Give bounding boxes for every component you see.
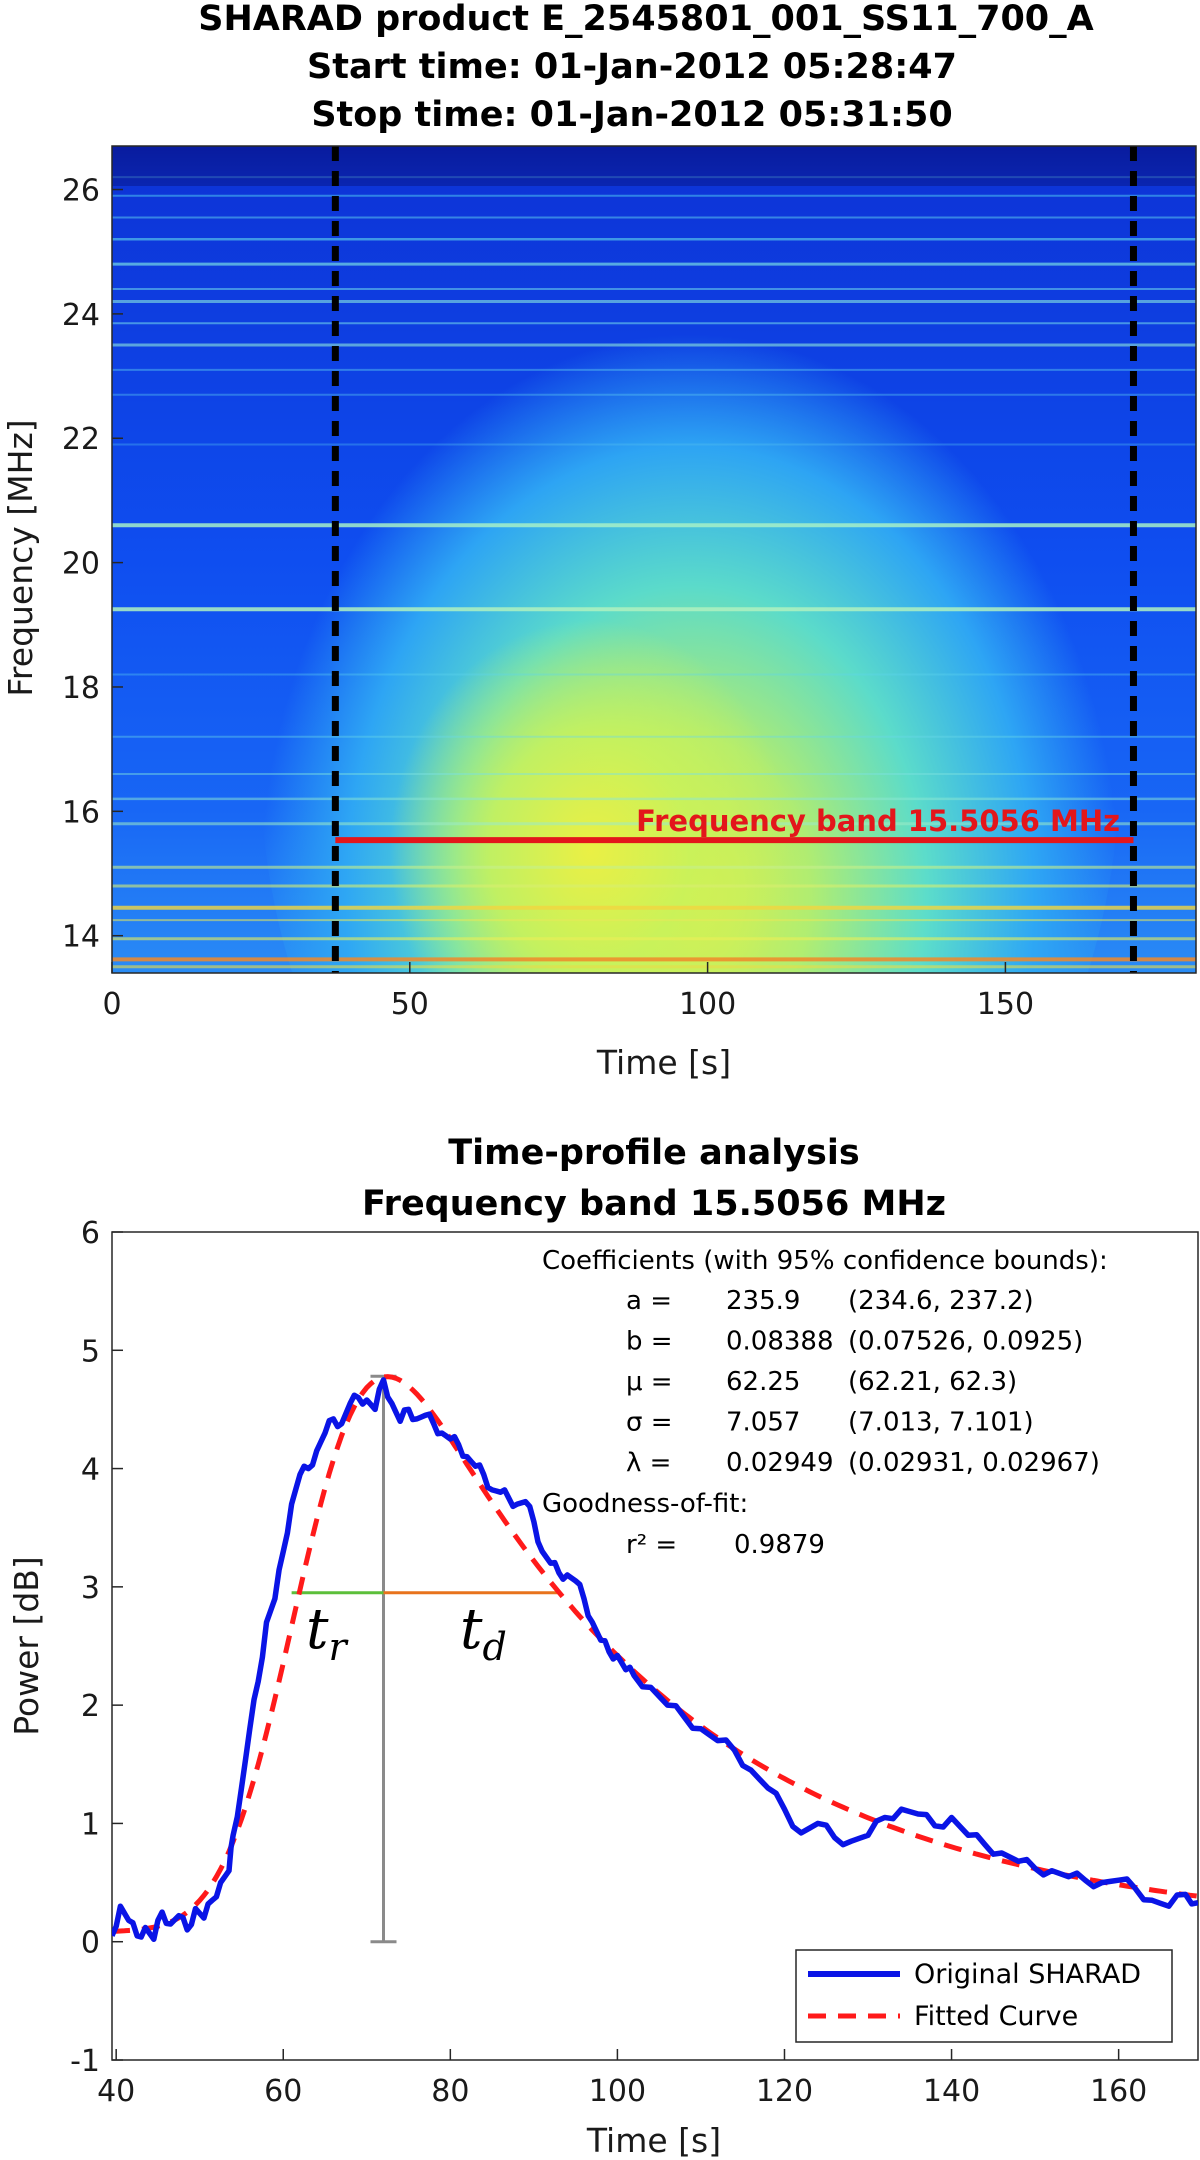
profile-x-label: Time [s] xyxy=(586,2121,721,2160)
rise-time-label: tr xyxy=(306,1597,350,1669)
y-tick-label: -1 xyxy=(70,2044,100,2079)
x-tick-label: 40 xyxy=(97,2074,135,2109)
y-tick-label: 26 xyxy=(62,174,100,209)
coefficient-name: μ = xyxy=(626,1367,673,1397)
legend-entry: Fitted Curve xyxy=(914,2001,1078,2032)
y-tick-label: 18 xyxy=(62,671,100,706)
gof-header: Goodness-of-fit: xyxy=(542,1489,748,1519)
profile-panel: Time-profile analysis Frequency band 15.… xyxy=(7,1133,1199,2160)
x-tick-label: 60 xyxy=(264,2074,302,2109)
y-tick-label: 2 xyxy=(81,1689,100,1724)
x-tick-label: 100 xyxy=(589,2074,646,2109)
coefficients-header: Coefficients (with 95% confidence bounds… xyxy=(542,1246,1108,1276)
legend-entry: Original SHARAD xyxy=(914,1959,1141,1990)
x-tick-label: 140 xyxy=(923,2074,980,2109)
y-tick-label: 22 xyxy=(62,422,100,457)
coefficient-value: 0.02949 xyxy=(726,1448,834,1478)
coefficient-name: σ = xyxy=(626,1408,673,1438)
fitted-curve-line xyxy=(112,1374,1198,1934)
x-tick-label: 100 xyxy=(679,987,736,1022)
y-tick-label: 16 xyxy=(62,795,100,830)
spectrogram-image xyxy=(112,146,1196,973)
spectrogram-title-line: Stop time: 01-Jan-2012 05:31:50 xyxy=(311,95,952,135)
y-tick-label: 1 xyxy=(81,1807,100,1842)
coefficient-value: 235.9 xyxy=(726,1286,800,1316)
r2-value: 0.9879 xyxy=(734,1530,825,1560)
original-sharad-line xyxy=(112,1377,1198,1943)
coefficient-value: 0.08388 xyxy=(726,1327,834,1357)
x-tick-label: 160 xyxy=(1090,2074,1147,2109)
spectrogram-y-label: Frequency [MHz] xyxy=(1,419,40,696)
y-tick-label: 6 xyxy=(81,1216,100,1251)
coefficient-bounds: (7.013, 7.101) xyxy=(848,1408,1034,1438)
coefficient-name: λ = xyxy=(626,1448,671,1478)
coefficient-value: 7.057 xyxy=(726,1408,800,1438)
y-tick-label: 24 xyxy=(62,298,100,333)
profile-title-line: Time-profile analysis xyxy=(448,1133,859,1173)
y-tick-label: 0 xyxy=(81,1926,100,1961)
profile-axes-frame xyxy=(111,1231,1199,2061)
coefficient-name: b = xyxy=(626,1327,673,1357)
y-tick-label: 4 xyxy=(81,1453,100,1488)
r2-label: r² = xyxy=(626,1530,677,1560)
x-tick-label: 80 xyxy=(431,2074,469,2109)
coefficient-value: 62.25 xyxy=(726,1367,800,1397)
x-tick-label: 120 xyxy=(756,2074,813,2109)
spectrogram-x-label: Time [s] xyxy=(596,1043,731,1082)
coefficients-box: Coefficients (with 95% confidence bounds… xyxy=(542,1246,1108,1560)
legend: Original SHARAD Fitted Curve xyxy=(795,1949,1173,2043)
coefficient-name: a = xyxy=(626,1286,672,1316)
legend-box xyxy=(795,1949,1173,2043)
coefficient-bounds: (234.6, 237.2) xyxy=(848,1286,1034,1316)
y-tick-label: 20 xyxy=(62,547,100,582)
coefficient-bounds: (62.21, 62.3) xyxy=(848,1367,1017,1397)
x-tick-label: 50 xyxy=(391,987,429,1022)
spectrogram-title-line: Start time: 01-Jan-2012 05:28:47 xyxy=(307,47,957,87)
band-label: Frequency band 15.5056 MHz xyxy=(636,804,1120,838)
spectrogram-frame xyxy=(111,145,1197,974)
spectrogram-panel: SHARAD product E_2545801_001_SS11_700_A … xyxy=(1,0,1197,1082)
profile-title-line: Frequency band 15.5056 MHz xyxy=(362,1184,946,1224)
profile-y-label: Power [dB] xyxy=(7,1556,46,1736)
coefficient-bounds: (0.07526, 0.0925) xyxy=(848,1327,1083,1357)
coefficient-bounds: (0.02931, 0.02967) xyxy=(848,1448,1100,1478)
x-tick-label: 0 xyxy=(102,987,121,1022)
y-tick-label: 3 xyxy=(81,1571,100,1606)
x-tick-label: 150 xyxy=(977,987,1034,1022)
spectrogram-title-line: SHARAD product E_2545801_001_SS11_700_A xyxy=(198,0,1094,39)
y-tick-label: 14 xyxy=(62,920,100,955)
y-tick-label: 5 xyxy=(81,1334,100,1369)
